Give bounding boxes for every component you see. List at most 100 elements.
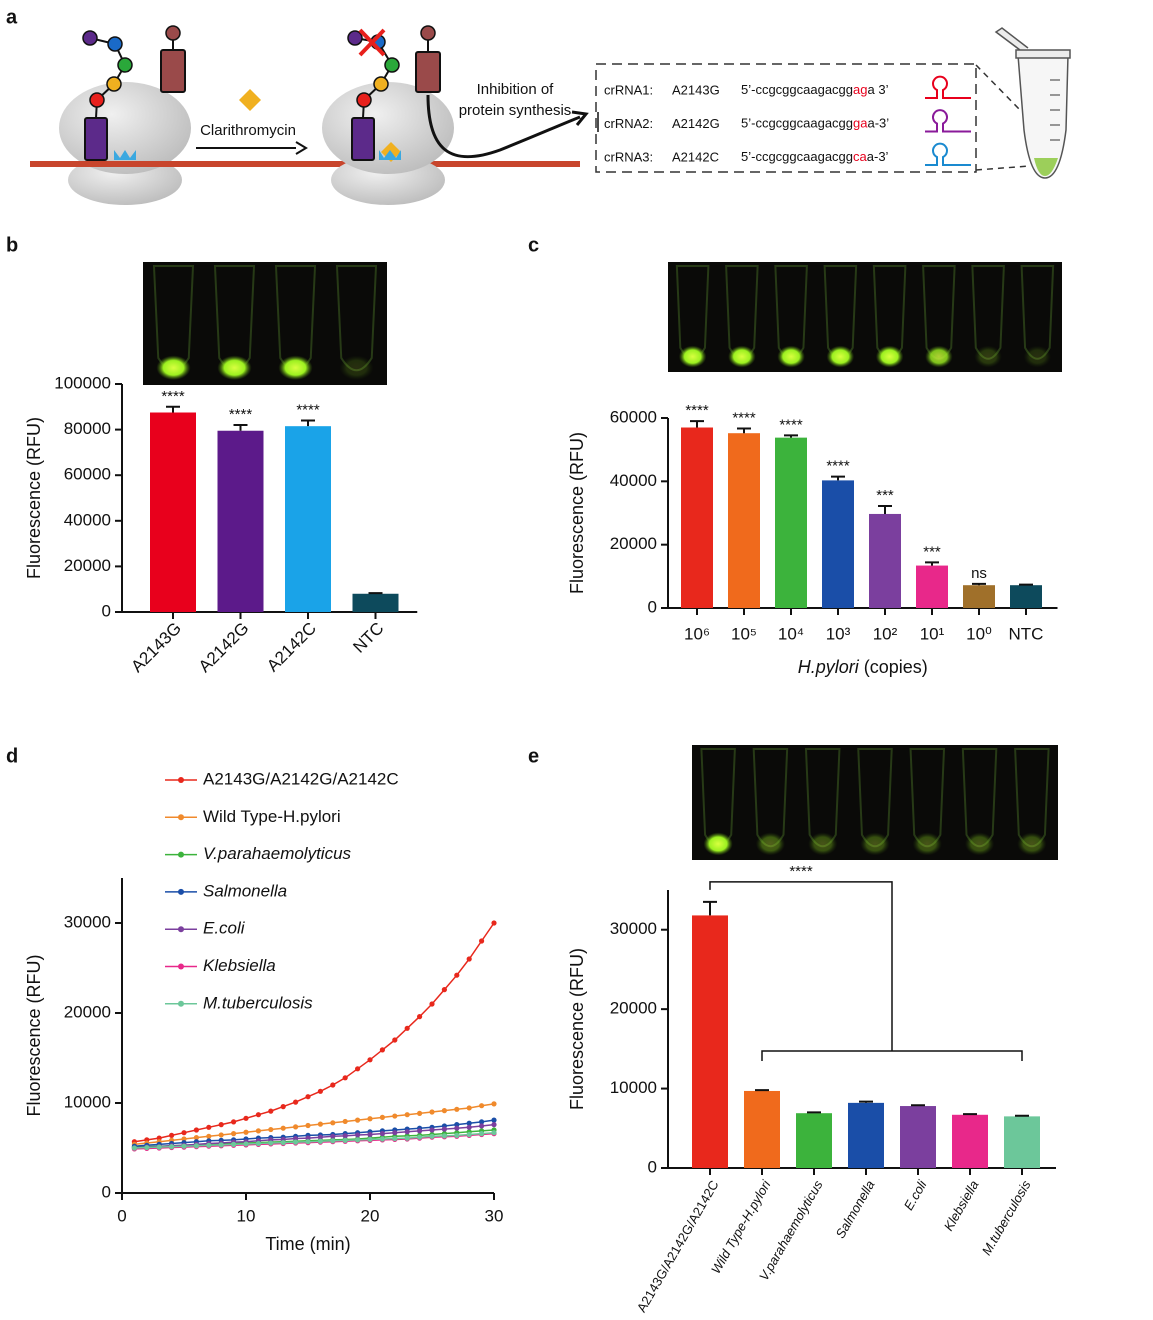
point xyxy=(367,1136,373,1143)
binding-site xyxy=(379,150,401,160)
point xyxy=(330,1082,336,1088)
x-tick-label: A2142C xyxy=(263,619,320,676)
panel-label: c xyxy=(528,234,539,256)
amino-acid xyxy=(106,76,122,92)
gel-glow xyxy=(755,832,786,856)
gel-glow xyxy=(964,832,995,856)
x-tick-label: 10⁵ xyxy=(731,624,757,643)
point xyxy=(206,1124,212,1130)
arrow xyxy=(426,94,581,159)
y-tick-label: 0 xyxy=(648,1157,657,1176)
point xyxy=(193,1135,199,1141)
significance-label: *** xyxy=(876,487,894,504)
amino-acid xyxy=(347,30,363,46)
drug xyxy=(239,89,261,111)
legend-marker xyxy=(178,963,184,970)
amino-acid xyxy=(356,92,372,108)
point xyxy=(404,1135,410,1141)
point xyxy=(293,1099,299,1105)
legend-marker xyxy=(178,814,184,821)
y-tick-label: 10000 xyxy=(610,1078,657,1097)
point xyxy=(466,956,472,962)
x-axis-label-italic: H.pylori xyxy=(798,657,860,677)
bar xyxy=(744,1090,780,1168)
legend-marker xyxy=(178,1000,184,1007)
legend-label: A2143G/A2142G/A2142C xyxy=(203,769,399,788)
y-tick-label: 20000 xyxy=(64,556,111,575)
x-axis-label: Time (min) xyxy=(265,1234,350,1254)
error-bar xyxy=(963,1113,977,1116)
point xyxy=(429,1001,435,1007)
crrna-name: crRNA1: xyxy=(604,82,653,97)
panel-label: e xyxy=(528,745,539,767)
arrow-head xyxy=(571,110,589,126)
point xyxy=(491,920,497,926)
x-tick-label: Klebsiella xyxy=(941,1178,982,1234)
error-bar xyxy=(368,592,383,595)
point xyxy=(392,1113,398,1119)
bar xyxy=(681,427,713,608)
sequence: 5’-ccgcggcaagacgg xyxy=(741,149,853,164)
x-tick-label: A2142G xyxy=(195,619,253,677)
point xyxy=(231,1141,237,1147)
effect-label: Inhibition of xyxy=(477,81,555,98)
point xyxy=(342,1133,348,1139)
point xyxy=(466,1131,472,1138)
amino-acid xyxy=(89,92,105,108)
gel-glow xyxy=(860,832,890,856)
panel-a: a Clarithromycin xyxy=(6,6,1071,205)
point xyxy=(193,1143,199,1149)
error-bar xyxy=(703,900,717,916)
point xyxy=(429,1127,435,1133)
tube xyxy=(1017,54,1069,179)
effect-label: protein synthesis xyxy=(459,102,572,119)
hairpin xyxy=(925,109,971,133)
point xyxy=(417,1014,423,1020)
error-bar xyxy=(831,475,845,481)
bar xyxy=(848,1102,884,1168)
crrna-list: crRNA1: A2143G 5’-ccgcggcaagacggaga 3’crRN… xyxy=(604,75,971,166)
point xyxy=(417,1128,423,1134)
x-tick-label: NTC xyxy=(349,619,387,657)
blocked-mark xyxy=(358,28,386,57)
gel-glow xyxy=(217,355,252,381)
bar xyxy=(900,1106,936,1168)
point xyxy=(466,1124,472,1130)
line xyxy=(134,922,495,1143)
point xyxy=(144,1144,150,1151)
amino-acid xyxy=(165,25,181,41)
point xyxy=(404,1112,410,1118)
point xyxy=(206,1133,212,1139)
y-tick-label: 30000 xyxy=(64,912,111,931)
sequence-end: a-3’ xyxy=(868,116,890,131)
error-bar xyxy=(690,420,704,428)
significance-label: **** xyxy=(685,402,709,419)
error-bar xyxy=(911,1104,925,1107)
y-tick-label: 60000 xyxy=(64,465,111,484)
error-bar xyxy=(166,405,180,413)
point xyxy=(218,1122,224,1128)
point xyxy=(156,1144,162,1150)
point xyxy=(206,1142,212,1148)
gel-glow xyxy=(777,345,805,368)
gel-glow xyxy=(339,355,374,381)
legend-label: Wild Type-H.pylori xyxy=(203,807,341,826)
point xyxy=(280,1140,286,1146)
x-tick-label: M.tuberculosis xyxy=(979,1177,1034,1258)
point xyxy=(417,1134,423,1140)
point xyxy=(404,1129,410,1135)
point xyxy=(379,1047,385,1053)
point xyxy=(417,1110,423,1116)
point xyxy=(392,1135,398,1142)
legend-label: V.parahaemolyticus xyxy=(203,844,352,863)
point xyxy=(317,1138,323,1144)
hairpin xyxy=(925,142,971,166)
sequence-highlight: ag xyxy=(853,82,867,97)
legend-marker xyxy=(178,851,184,858)
bar xyxy=(217,430,264,612)
y-tick-label: 10000 xyxy=(64,1092,111,1111)
point xyxy=(268,1140,274,1146)
y-axis-label: Fluorescence (RFU) xyxy=(567,432,587,594)
y-axis-label: Fluorescence (RFU) xyxy=(24,954,44,1116)
